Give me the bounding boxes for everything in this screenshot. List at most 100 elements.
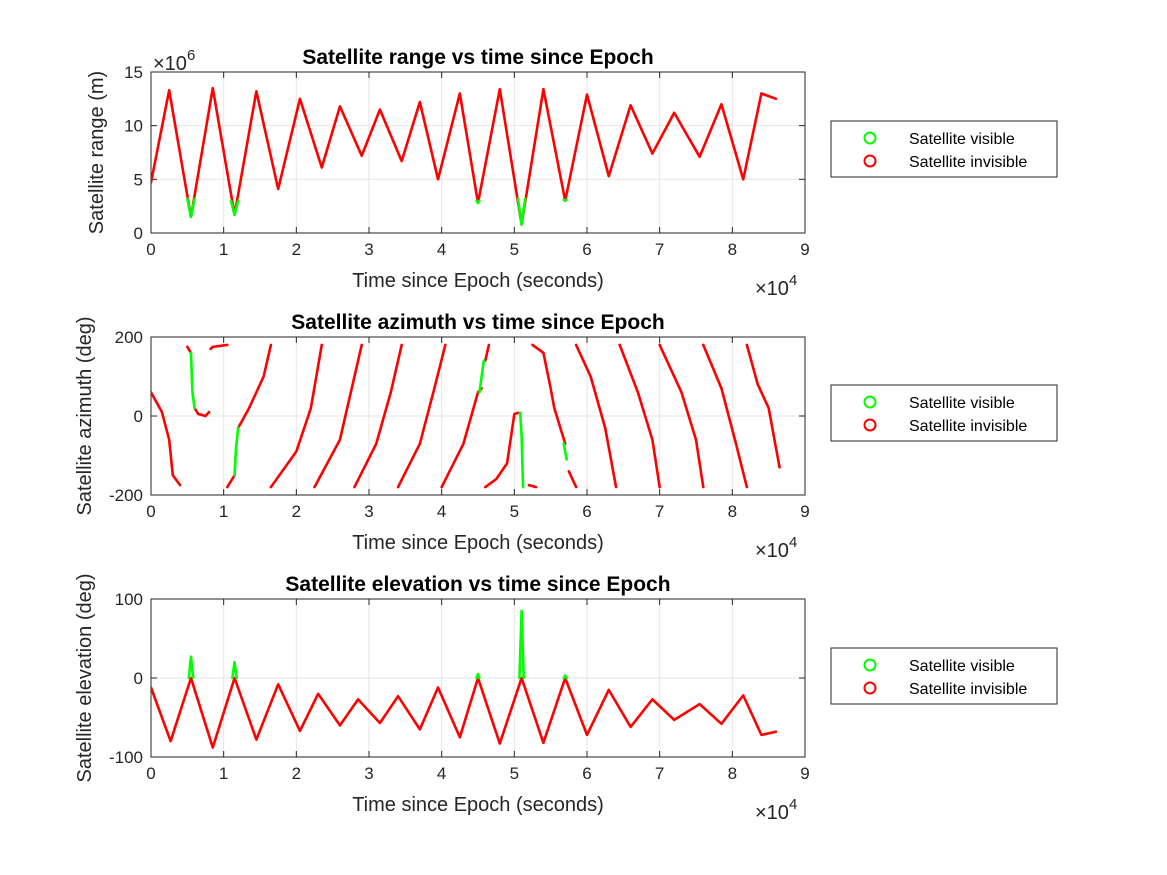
- legend-marker-visible: [863, 131, 877, 145]
- legend-marker-visible: [863, 395, 877, 409]
- series-invisible-segment: [269, 343, 324, 489]
- y-multiplier-exp: 6: [187, 47, 195, 64]
- legend: Satellite visible Satellite invisible: [830, 647, 1058, 705]
- x-tick-label: 4: [437, 502, 446, 521]
- x-tick-label: 6: [582, 240, 591, 259]
- x-multiplier: ×104: [755, 272, 797, 300]
- x-tick-label: 6: [582, 502, 591, 521]
- x-tick-label: 8: [728, 764, 737, 783]
- series-visible-segment: [475, 672, 481, 680]
- x-tick-label: 3: [364, 240, 373, 259]
- x-tick-label: 1: [219, 764, 228, 783]
- x-multiplier-base: ×10: [755, 802, 789, 824]
- y-multiplier: ×106: [153, 47, 195, 75]
- x-tick-label: 0: [146, 240, 155, 259]
- x-tick-label: 1: [219, 502, 228, 521]
- chart-title: Satellite azimuth vs time since Epoch: [291, 311, 664, 334]
- x-tick-label: 8: [728, 240, 737, 259]
- y-multiplier-base: ×10: [153, 53, 187, 75]
- legend-marker-invisible: [863, 154, 877, 168]
- series-invisible-segment: [193, 406, 211, 418]
- series-visible-segment: [478, 359, 486, 394]
- x-multiplier-exp: 4: [789, 796, 797, 813]
- x-multiplier-exp: 4: [789, 534, 797, 551]
- legend-label: Satellite invisible: [909, 681, 1027, 698]
- series-visible-segment: [518, 609, 526, 680]
- series-visible-segment: [562, 198, 568, 203]
- x-multiplier-base: ×10: [755, 540, 789, 562]
- x-tick-label: 5: [510, 240, 519, 259]
- series-invisible-line: [151, 676, 778, 749]
- legend-label: Satellite invisible: [909, 154, 1027, 171]
- chart-title: Satellite elevation vs time since Epoch: [285, 573, 670, 596]
- x-tick-label: 2: [292, 240, 301, 259]
- y-tick-label: -100: [109, 748, 143, 767]
- series-visible-segment: [233, 426, 240, 477]
- x-tick-label: 7: [655, 240, 664, 259]
- x-tick-label: 5: [510, 764, 519, 783]
- series-visible-segment: [231, 660, 239, 680]
- series-invisible-segment: [226, 473, 236, 489]
- series-visible-segment: [562, 674, 568, 680]
- y-tick-label: 0: [134, 407, 143, 426]
- series-invisible-segment: [574, 343, 618, 489]
- x-tick-label: 0: [146, 764, 155, 783]
- series-visible-segment: [562, 442, 568, 461]
- x-tick-label: 4: [437, 764, 446, 783]
- x-tick-label: 8: [728, 502, 737, 521]
- series-invisible-segment: [527, 483, 538, 489]
- series-visible-segment: [518, 411, 525, 489]
- y-tick-label: 10: [124, 117, 143, 136]
- x-tick-label: 3: [364, 502, 373, 521]
- x-tick-label: 7: [655, 764, 664, 783]
- series-invisible-line: [151, 86, 778, 226]
- series-invisible-segment: [211, 343, 229, 349]
- legend-marker-invisible: [863, 418, 877, 432]
- series-invisible-segment: [658, 343, 705, 489]
- series-invisible-segment: [313, 343, 364, 489]
- x-multiplier: ×104: [755, 796, 797, 824]
- y-tick-label: 15: [124, 63, 143, 82]
- y-tick-label: 0: [134, 669, 143, 688]
- legend: Satellite visible Satellite invisible: [830, 120, 1058, 178]
- series-invisible-segment: [396, 343, 447, 489]
- y-tick-label: 200: [115, 328, 143, 347]
- legend-box: [830, 647, 1058, 705]
- y-tick-label: -200: [109, 486, 143, 505]
- x-tick-label: 0: [146, 502, 155, 521]
- y-axis-label: Satellite azimuth (deg): [74, 317, 96, 516]
- series-visible-segment: [187, 655, 195, 680]
- x-tick-label: 6: [582, 764, 591, 783]
- y-tick-label: 5: [134, 170, 143, 189]
- series-invisible-segment: [236, 343, 273, 430]
- series-visible-segment: [186, 197, 196, 219]
- x-tick-label: 4: [437, 240, 446, 259]
- series-invisible-segment: [618, 343, 661, 489]
- series-visible-segment: [475, 199, 481, 205]
- series-invisible-segment: [440, 387, 483, 489]
- x-tick-label: 1: [219, 240, 228, 259]
- y-axis-label: Satellite range (m): [86, 71, 108, 234]
- y-axis-label: Satellite elevation (deg): [74, 573, 96, 782]
- series-visible-segment: [229, 199, 240, 217]
- series-invisible-segment: [483, 343, 491, 363]
- series-invisible-segment: [701, 343, 749, 489]
- legend-label: Satellite visible: [909, 131, 1015, 148]
- x-axis-label: Time since Epoch (seconds): [352, 532, 604, 554]
- x-multiplier-exp: 4: [789, 272, 797, 289]
- x-multiplier-base: ×10: [755, 278, 789, 300]
- series-invisible-segment: [151, 390, 182, 487]
- series-invisible-segment: [353, 343, 404, 489]
- x-tick-label: 5: [510, 502, 519, 521]
- plot-area: [150, 71, 806, 234]
- series-visible-segment: [189, 351, 196, 410]
- chart-title: Satellite range vs time since Epoch: [302, 46, 653, 69]
- legend: Satellite visible Satellite invisible: [830, 384, 1058, 442]
- legend-box: [830, 120, 1058, 178]
- x-tick-label: 9: [800, 764, 809, 783]
- x-tick-label: 3: [364, 764, 373, 783]
- x-multiplier: ×104: [755, 534, 797, 562]
